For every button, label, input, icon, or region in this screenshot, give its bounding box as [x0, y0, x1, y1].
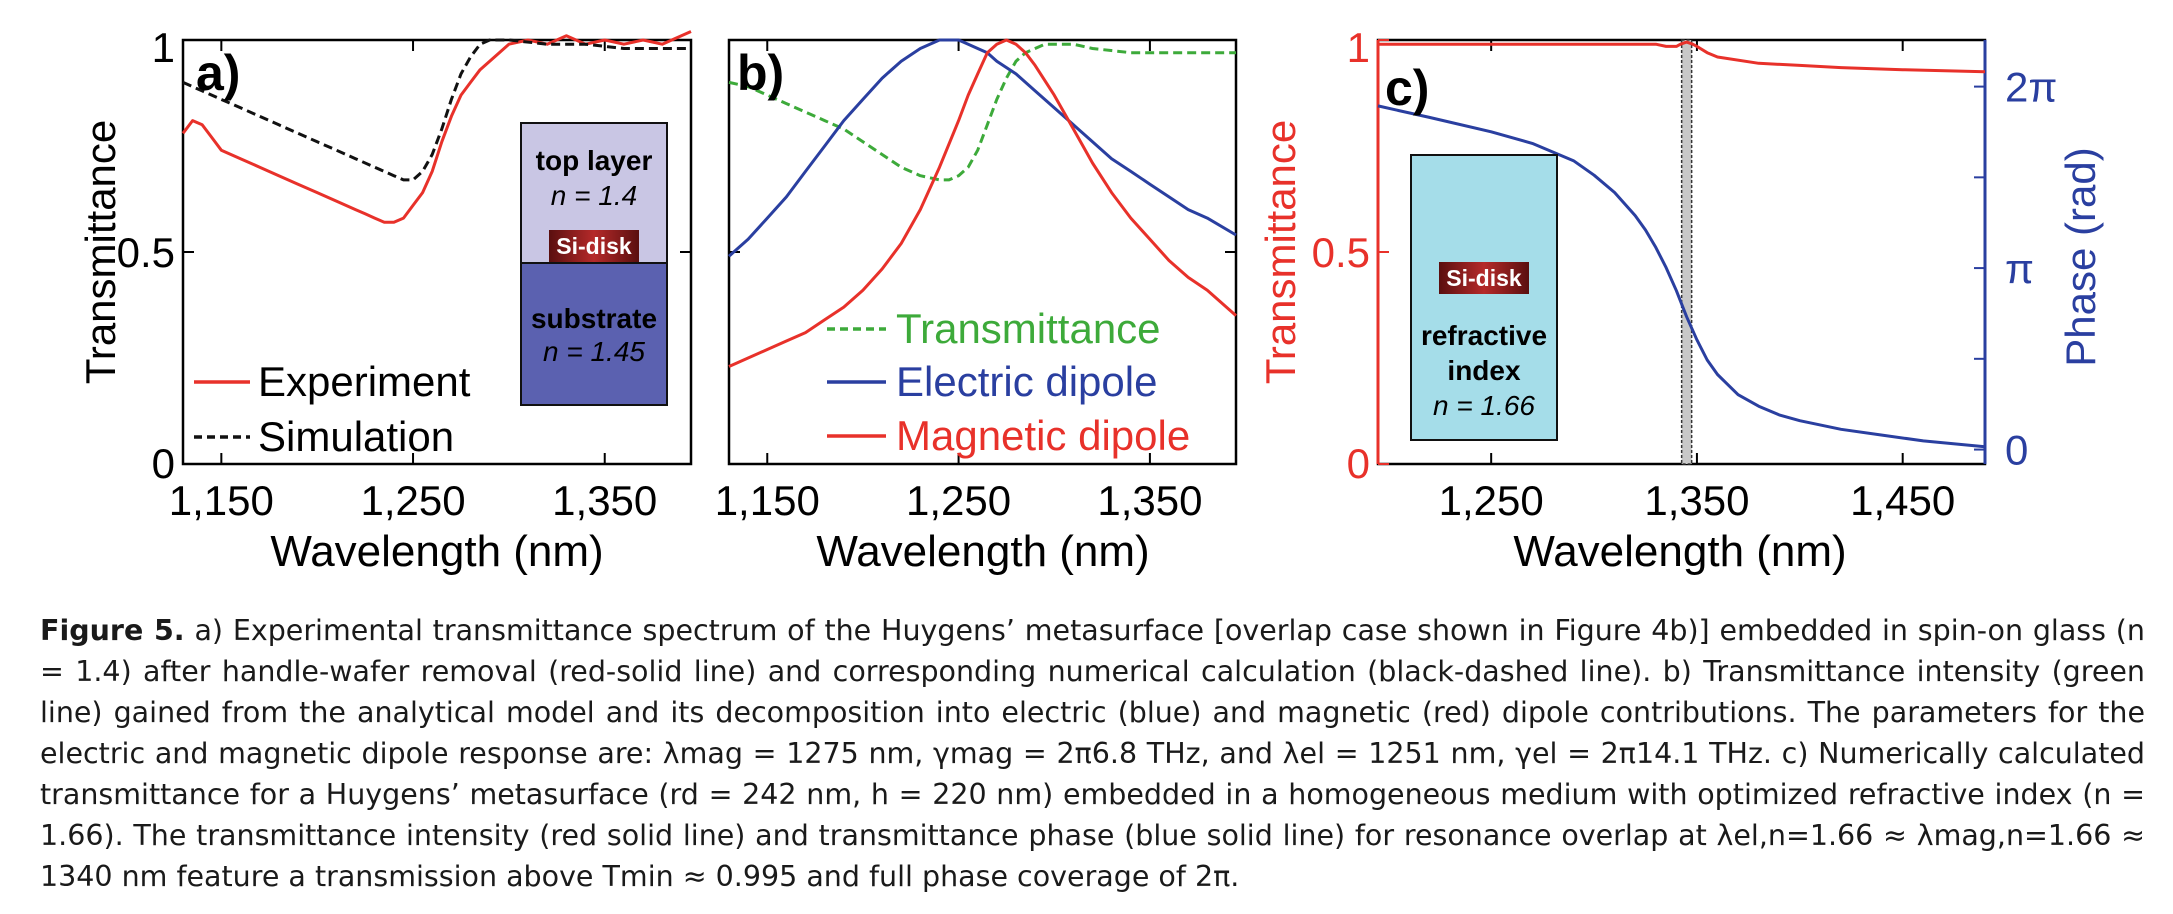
resonance-marker [1680, 39, 1693, 465]
panel-a-y-ticks: 00.51 [117, 24, 691, 487]
panel-a: 00.51 1,150 1,250 1,350 a) Transmittance W… [77, 24, 693, 576]
x-tick-label: 1,350 [1097, 477, 1202, 524]
medium-box [1410, 154, 1558, 441]
panel-a-letter: a) [196, 45, 240, 101]
si-disk-a [549, 230, 639, 262]
panel-c-xlabel: Wavelength (nm) [1513, 527, 1846, 576]
panel-c-ylabel-right: Phase (rad) [2057, 147, 2104, 366]
legend-transmittance-label: Transmittance [896, 305, 1161, 352]
y2-tick-label: π [2005, 245, 2034, 292]
panel-c-ylabel: Transmittance [1257, 120, 1304, 385]
panel-c-curves [1377, 40, 1986, 449]
x-tick-label: 1,150 [169, 477, 274, 524]
panel-b-curves [728, 38, 1237, 368]
series-c-phase [1377, 104, 1986, 449]
legend-simulation-label: Simulation [258, 413, 454, 460]
x-tick-label: 1,250 [360, 477, 465, 524]
legend-magnetic-label: Magnetic dipole [896, 412, 1190, 459]
y-tick-label: 0.5 [117, 229, 175, 276]
resonance-band [1680, 39, 1693, 465]
legend-experiment-label: Experiment [258, 358, 471, 405]
series-c-transmittance [1378, 40, 1986, 74]
panel-b: 1,150 1,250 1,350 b) Wavelength (nm) Trans… [715, 38, 1238, 576]
panel-b-y-ticks [729, 39, 1236, 465]
panel-a-inset: top layer n = 1.4 Si-disk substrate n = … [520, 122, 668, 406]
panel-c-y2-ticks: 0 π 2π [1974, 64, 2057, 474]
y-tick-label: 1 [1347, 24, 1370, 71]
panel-c-x-ticks: 1,250 1,350 1,450 [1439, 40, 1955, 524]
panel-b-xlabel: Wavelength (nm) [816, 527, 1149, 576]
panel-c-y-ticks: 00.51 [1312, 24, 1389, 487]
y-tick-label: 0 [152, 440, 175, 487]
panel-a-x-ticks: 1,150 1,250 1,350 [169, 40, 657, 524]
x-tick-label: 1,250 [1439, 477, 1544, 524]
legend-electric-label: Electric dipole [896, 358, 1157, 405]
panel-c-letter: c) [1385, 60, 1429, 116]
medium-label-2: index [1447, 355, 1521, 386]
medium-n: n = 1.66 [1433, 390, 1535, 421]
x-tick-label: 1,450 [1850, 477, 1955, 524]
y2-tick-label: 2π [2005, 64, 2057, 111]
medium-label-1: refractive [1421, 320, 1547, 351]
series-a-experiment [181, 30, 692, 224]
top-layer-label: top layer [536, 145, 653, 176]
series-b-transmittance [728, 42, 1236, 182]
x-tick-label: 1,350 [1644, 477, 1749, 524]
si-disk-c [1439, 262, 1529, 294]
x-tick-label: 1,350 [552, 477, 657, 524]
si-disk-a-label: Si-disk [556, 233, 632, 259]
substrate-n: n = 1.45 [543, 336, 645, 367]
panel-a-xlabel: Wavelength (nm) [270, 527, 603, 576]
y-tick-label: 0.5 [1312, 229, 1370, 276]
series-b-electric-dipole [728, 38, 1237, 258]
panel-b-x-ticks: 1,150 1,250 1,350 [715, 40, 1202, 524]
si-disk-c-label: Si-disk [1446, 265, 1522, 291]
panel-b-letter: b) [737, 45, 784, 101]
figure-caption: Figure 5. a) Experimental transmittance … [40, 610, 2145, 897]
y2-tick-label: 0 [2005, 427, 2028, 474]
caption-text: a) Experimental transmittance spectrum o… [40, 614, 2145, 893]
x-tick-label: 1,250 [906, 477, 1011, 524]
panel-a-ylabel: Transmittance [77, 120, 124, 385]
y-tick-label: 1 [152, 24, 175, 71]
top-layer-n: n = 1.4 [551, 180, 637, 211]
panel-a-curves [181, 30, 692, 224]
substrate-box [520, 262, 668, 406]
substrate-label: substrate [531, 303, 657, 334]
y-tick-label: 0 [1347, 440, 1370, 487]
panel-c-inset: Si-disk refractive index n = 1.66 [1410, 154, 1558, 441]
series-a-simulation [182, 38, 691, 182]
figure-5: 00.51 1,150 1,250 1,350 a) Transmittance W… [77, 24, 2104, 576]
x-tick-label: 1,150 [715, 477, 820, 524]
series-b-magnetic-dipole [728, 38, 1237, 368]
caption-label: Figure 5. [40, 614, 185, 647]
